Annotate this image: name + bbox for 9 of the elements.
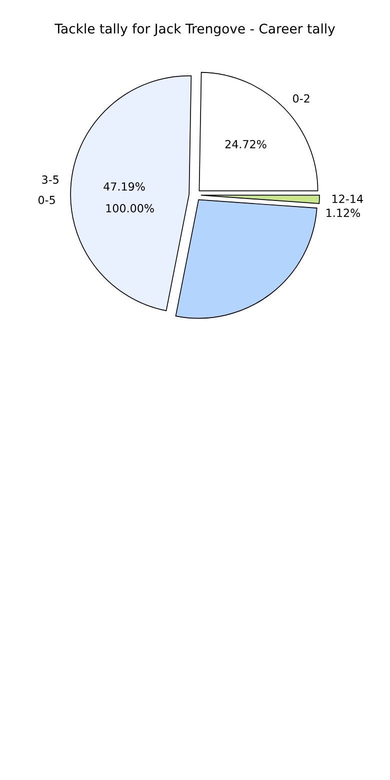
slice-label: 0-2 bbox=[292, 94, 310, 103]
slice-label: 12-14 bbox=[332, 194, 363, 203]
data-label: 47.19% bbox=[104, 182, 145, 191]
data-label: 24.72% bbox=[225, 140, 266, 148]
slice-label: 3-5 bbox=[42, 175, 58, 184]
text: 100.00% bbox=[106, 204, 154, 212]
chart-title: Tackle tally for Jack Trengove - Career tally bbox=[54, 23, 335, 36]
text: 0-5 bbox=[38, 196, 55, 204]
data-label: 1.12% bbox=[326, 208, 360, 218]
